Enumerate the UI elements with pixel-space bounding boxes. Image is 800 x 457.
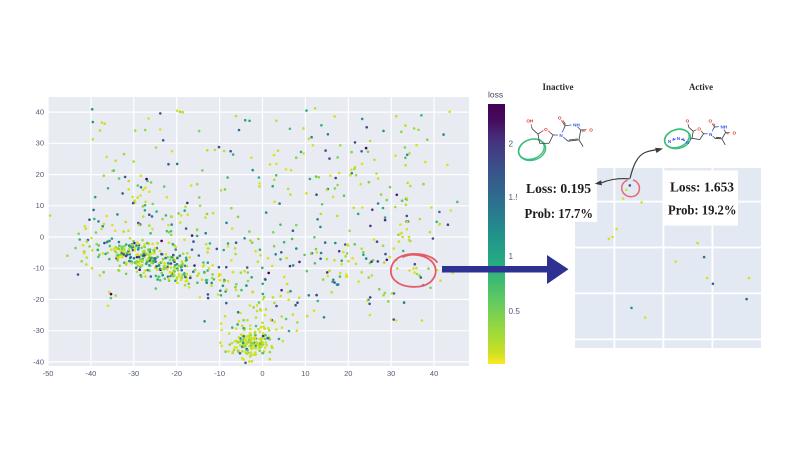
svg-text:-30: -30 — [128, 369, 139, 378]
svg-text:-40: -40 — [85, 369, 96, 378]
svg-text:N: N — [709, 132, 713, 137]
svg-text:NH: NH — [573, 122, 580, 127]
svg-text:-10: -10 — [214, 369, 225, 378]
svg-text:0.5: 0.5 — [509, 307, 521, 316]
svg-text:-10: -10 — [33, 264, 44, 273]
svg-text:20: 20 — [344, 369, 352, 378]
svg-text:0: 0 — [40, 232, 44, 241]
svg-text:O: O — [544, 127, 548, 132]
svg-text:10: 10 — [301, 369, 309, 378]
svg-text:loss: loss — [488, 90, 503, 100]
svg-text:O: O — [733, 131, 737, 136]
svg-text:N: N — [559, 133, 563, 138]
svg-text:30: 30 — [387, 369, 395, 378]
svg-text:20: 20 — [36, 170, 44, 179]
svg-text:0: 0 — [260, 369, 264, 378]
svg-text:O: O — [686, 118, 690, 123]
svg-text:-30: -30 — [33, 326, 44, 335]
svg-text:-20: -20 — [171, 369, 182, 378]
svg-text:Loss: 0.195: Loss: 0.195 — [526, 182, 591, 197]
svg-text:Active: Active — [689, 83, 713, 93]
svg-text:OH: OH — [526, 119, 534, 124]
svg-text:Prob: 17.7%: Prob: 17.7% — [525, 207, 594, 222]
svg-text:2: 2 — [509, 140, 514, 149]
svg-text:40: 40 — [430, 369, 438, 378]
svg-text:N: N — [686, 140, 690, 145]
svg-text:NH: NH — [720, 124, 727, 129]
svg-text:-40: -40 — [33, 357, 44, 366]
svg-text:-50: -50 — [43, 369, 54, 378]
svg-text:O: O — [697, 126, 701, 131]
svg-text:Prob: 19.2%: Prob: 19.2% — [668, 204, 737, 219]
svg-text:1.5: 1.5 — [509, 193, 521, 202]
svg-text:-20: -20 — [33, 295, 44, 304]
svg-text:10: 10 — [36, 201, 44, 210]
svg-text:N: N — [668, 139, 672, 144]
svg-text:O: O — [709, 119, 713, 124]
svg-text:1: 1 — [509, 252, 514, 261]
svg-text:N: N — [677, 136, 681, 141]
svg-text:O: O — [589, 127, 593, 132]
svg-text:30: 30 — [36, 139, 44, 148]
svg-text:Loss: 1.653: Loss: 1.653 — [670, 180, 734, 195]
svg-text:Inactive: Inactive — [543, 83, 574, 93]
svg-text:40: 40 — [36, 108, 44, 117]
svg-text:O: O — [558, 115, 562, 120]
